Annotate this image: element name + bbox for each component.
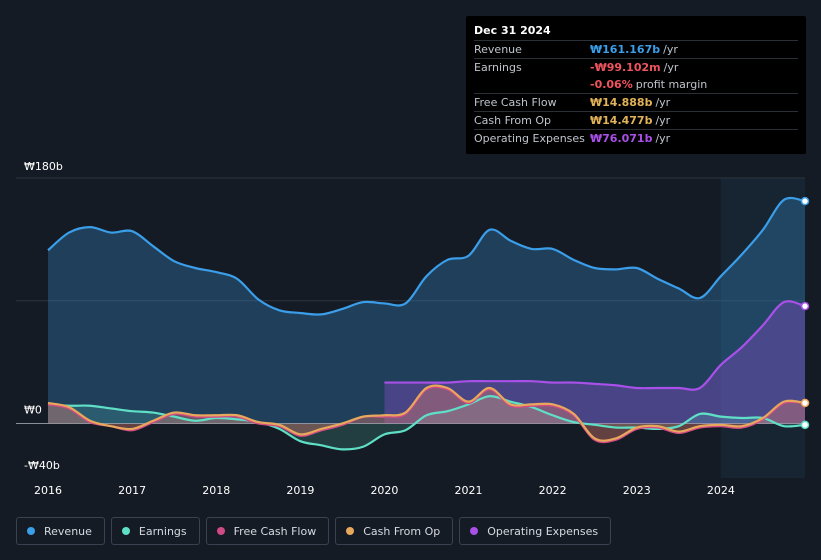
area-revenue — [48, 197, 805, 424]
tooltip-value: ₩161.167b — [590, 43, 661, 56]
x-tick-label: 2021 — [455, 484, 483, 497]
tooltip-unit: /yr — [663, 43, 678, 56]
y-axis: ₩180b ₩0 -₩40b — [24, 160, 63, 472]
x-tick-label: 2018 — [202, 484, 230, 497]
line-free-cash-flow — [47, 385, 806, 444]
tooltip-value: -0.06% — [590, 78, 633, 91]
series-areas — [48, 197, 805, 450]
endpoint-cash-from-op — [800, 398, 810, 408]
tooltip-label: Operating Expenses — [474, 132, 585, 145]
legend-label: Free Cash Flow — [233, 524, 317, 538]
legend-item-operating-expenses[interactable]: Operating Expenses — [459, 517, 612, 545]
tooltip-label — [474, 76, 590, 93]
x-tick-label: 2024 — [707, 484, 735, 497]
tooltip-row-revenue: Revenue ₩161.167b /yr — [474, 40, 798, 58]
tooltip-row-operating-expenses: Operating Expenses ₩76.071b /yr — [474, 129, 798, 147]
tooltip-value: ₩14.888b — [590, 96, 653, 109]
tooltip-value: ₩76.071b — [590, 132, 653, 145]
endpoint-earnings — [800, 420, 810, 430]
tooltip-row-profit-margin: -0.06% profit margin — [474, 76, 798, 93]
tooltip-unit: profit margin — [635, 78, 708, 91]
line-cash-from-op — [47, 384, 806, 442]
x-tick-label: 2019 — [286, 484, 314, 497]
tooltip-row-cash-from-op: Cash From Op ₩14.477b /yr — [474, 111, 798, 129]
x-axis: 2016 2017 2018 2019 2020 2021 2022 2023 2024 — [34, 484, 735, 497]
line-earnings — [47, 395, 806, 451]
y-tick-label: ₩180b — [24, 160, 63, 173]
x-tick-label: 2020 — [370, 484, 398, 497]
tooltip-unit: /yr — [655, 114, 671, 127]
tooltip: Dec 31 2024 Revenue ₩161.167b /yr Earnin… — [466, 16, 806, 154]
legend-item-free-cash-flow[interactable]: Free Cash Flow — [205, 517, 330, 545]
endpoint-operating-expenses — [800, 301, 810, 311]
tooltip-value: -₩99.102m — [590, 61, 661, 74]
x-tick-label: 2023 — [623, 484, 651, 497]
legend-dot-icon — [121, 527, 130, 535]
legend-item-cash-from-op[interactable]: Cash From Op — [335, 517, 454, 545]
endpoint-revenue — [800, 196, 810, 206]
tooltip-unit: /yr — [655, 132, 671, 145]
tooltip-label: Earnings — [474, 61, 522, 74]
legend-label: Cash From Op — [363, 524, 441, 538]
legend-label: Earnings — [138, 524, 187, 538]
tooltip-row-earnings: Earnings -₩99.102m /yr — [474, 58, 798, 76]
area-earnings — [48, 396, 805, 450]
tooltip-label: Free Cash Flow — [474, 96, 557, 109]
line-operating-expenses — [384, 300, 806, 391]
legend-dot-icon — [27, 527, 35, 535]
legend-item-earnings[interactable]: Earnings — [110, 517, 200, 545]
line-revenue — [47, 196, 806, 316]
y-tick-label: -₩40b — [24, 459, 60, 472]
x-tick-label: 2016 — [34, 484, 62, 497]
x-tick-label: 2017 — [118, 484, 146, 497]
tooltip-unit: /yr — [655, 96, 671, 109]
tooltip-label: Cash From Op — [474, 114, 552, 127]
legend-label: Revenue — [44, 524, 92, 538]
legend: Revenue Earnings Free Cash Flow Cash Fro… — [16, 517, 617, 545]
area-operating-expenses — [384, 301, 805, 424]
tooltip-value: ₩14.477b — [590, 114, 653, 127]
y-tick-label: ₩0 — [24, 403, 42, 416]
legend-label: Operating Expenses — [487, 524, 599, 538]
x-tick-label: 2022 — [539, 484, 567, 497]
legend-dot-icon — [346, 527, 355, 535]
tooltip-row-free-cash-flow: Free Cash Flow ₩14.888b /yr — [474, 93, 798, 111]
series-lines — [47, 196, 806, 451]
tooltip-unit: /yr — [663, 61, 679, 74]
legend-dot-icon — [470, 527, 479, 535]
series-endpoints — [800, 196, 810, 430]
tooltip-label: Revenue — [474, 43, 522, 56]
legend-dot-icon — [216, 527, 225, 535]
legend-item-revenue[interactable]: Revenue — [16, 517, 105, 545]
tooltip-date: Dec 31 2024 — [474, 24, 551, 37]
